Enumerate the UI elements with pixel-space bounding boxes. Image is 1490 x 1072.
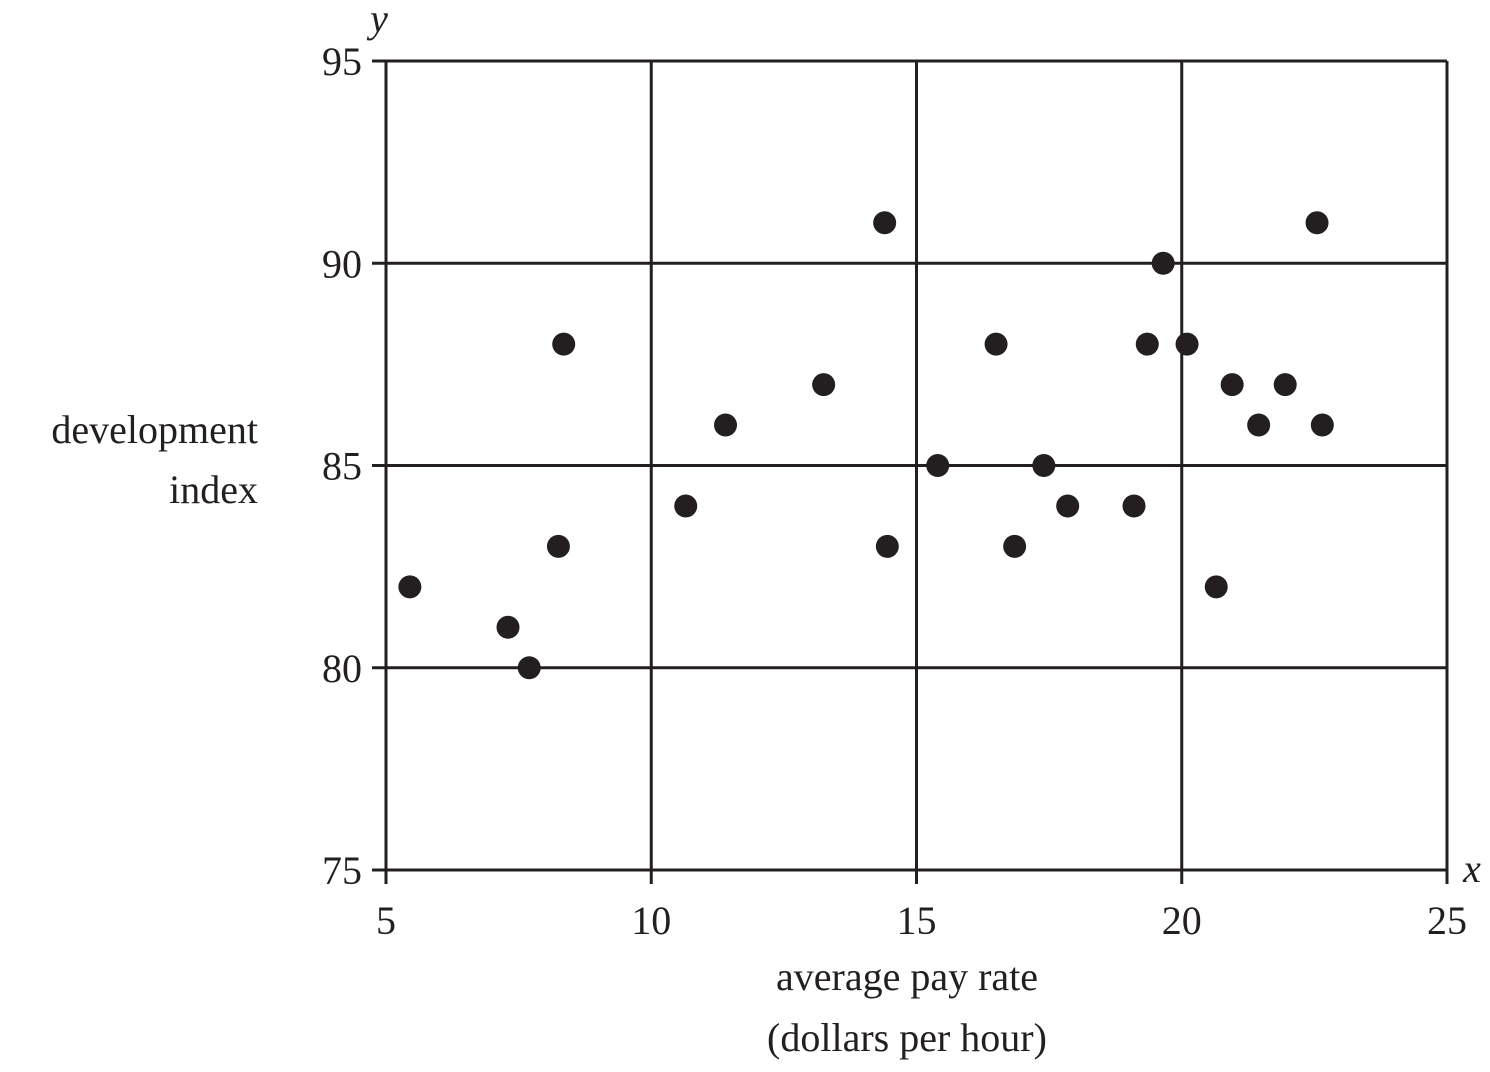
x-axis-title-line-1: average pay rate <box>776 954 1038 999</box>
data-point <box>812 373 836 397</box>
data-point <box>1247 413 1271 437</box>
data-point <box>1135 332 1159 356</box>
y-axis-title-line-1: development <box>51 407 258 452</box>
data-point <box>875 534 899 558</box>
x-axis-title-line-2: (dollars per hour) <box>767 1015 1047 1060</box>
axes <box>372 61 1447 884</box>
data-point <box>517 656 541 680</box>
data-point <box>496 615 520 639</box>
x-axis-variable: x <box>1462 846 1481 891</box>
data-point <box>1032 454 1056 477</box>
data-point <box>1273 373 1297 397</box>
grid <box>386 59 1449 870</box>
x-tick-label: 25 <box>1427 898 1467 943</box>
data-point <box>1310 413 1334 437</box>
x-tick-label: 10 <box>631 898 671 943</box>
data-point <box>1122 494 1146 518</box>
data-point <box>873 211 897 235</box>
data-point <box>546 534 570 558</box>
y-tick-label: 80 <box>322 646 362 691</box>
data-point <box>1204 575 1228 599</box>
y-axis-variable: y <box>366 0 388 41</box>
data-point <box>926 454 950 477</box>
data-point <box>674 494 698 518</box>
axis-labels: y x development index average pay rate (… <box>51 0 1481 1060</box>
x-tick-label: 20 <box>1162 898 1202 943</box>
data-point <box>552 332 576 356</box>
data-point <box>714 413 738 437</box>
data-point <box>398 575 422 599</box>
x-tick-label: 5 <box>376 898 396 943</box>
data-point <box>1056 494 1080 518</box>
y-axis-title-line-2: index <box>169 467 258 512</box>
data-points <box>398 211 1334 680</box>
y-tick-label: 75 <box>322 848 362 893</box>
y-tick-label: 90 <box>322 241 362 286</box>
data-point <box>1003 534 1027 558</box>
tick-labels: 75 80 85 90 95 5 10 15 20 25 <box>322 39 1467 943</box>
data-point <box>984 332 1008 356</box>
y-tick-label: 95 <box>322 39 362 84</box>
data-point <box>1220 373 1244 397</box>
y-tick-label: 85 <box>322 444 362 489</box>
x-tick-label: 15 <box>897 898 937 943</box>
data-point <box>1175 332 1199 356</box>
data-point <box>1305 211 1329 235</box>
data-point <box>1151 251 1175 275</box>
